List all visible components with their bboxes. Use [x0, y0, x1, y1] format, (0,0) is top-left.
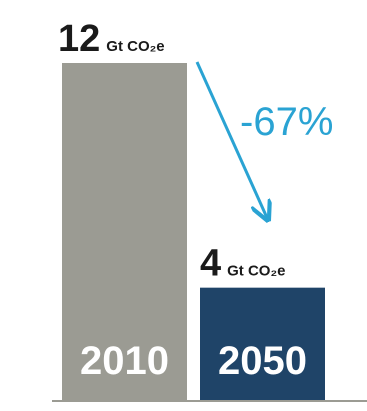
value-number: 4 [200, 243, 221, 285]
category-label-2050: 2050 [218, 339, 307, 383]
bar-2050 [200, 287, 325, 400]
bars-layer [62, 63, 325, 400]
value-number: 12 [58, 18, 100, 60]
change-label: -67% [240, 100, 333, 144]
decline-arrow [195, 61, 268, 220]
bar-2010 [62, 63, 187, 400]
value-label-2050: 4 Gt CO₂e [200, 243, 285, 285]
value-unit: Gt CO₂e [227, 263, 285, 280]
value-label-2010: 12 Gt CO₂e [58, 18, 165, 60]
labels-layer: 2010 12 Gt CO₂e 2050 4 Gt CO₂e [58, 18, 307, 383]
category-label-2010: 2010 [80, 339, 169, 383]
value-unit: Gt CO₂e [106, 38, 164, 55]
